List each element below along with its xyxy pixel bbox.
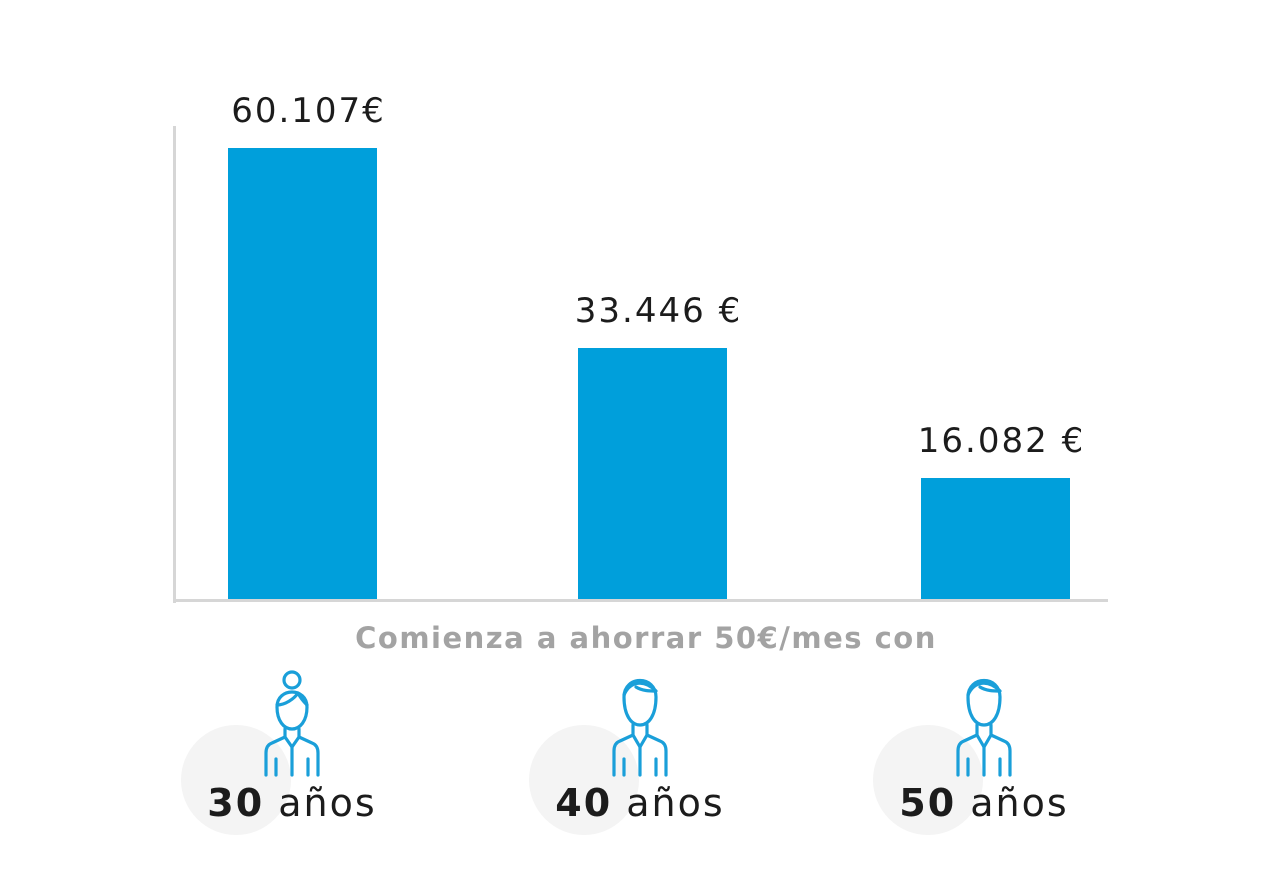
category-label-1: 30 años [142,784,442,822]
category-label-3: 50 años [834,784,1134,822]
man-avatar-icon [600,667,680,777]
bar-2 [578,348,727,599]
x-axis-line [173,599,1108,602]
x-axis-label: Comienza a ahorrar 50€/mes con [355,621,937,655]
man-avatar-icon [944,667,1024,777]
category-age-unit: años [264,781,377,825]
category-age-number: 50 [899,781,957,825]
category-circle-3 [873,725,983,835]
y-axis-line [173,126,176,603]
bar-1 [228,148,377,599]
category-age-number: 40 [555,781,613,825]
category-circle-2 [529,725,639,835]
category-age-unit: años [612,781,725,825]
bar-value-label-1: 60.107€ [231,91,386,131]
category-label-2: 40 años [490,784,790,822]
bar-value-label-2: 33.446 € [574,291,743,331]
category-age-unit: años [956,781,1069,825]
category-age-number: 30 [207,781,265,825]
bar-value-label-3: 16.082 € [917,421,1086,461]
bar-3 [921,478,1070,599]
woman-avatar-icon [252,667,332,777]
